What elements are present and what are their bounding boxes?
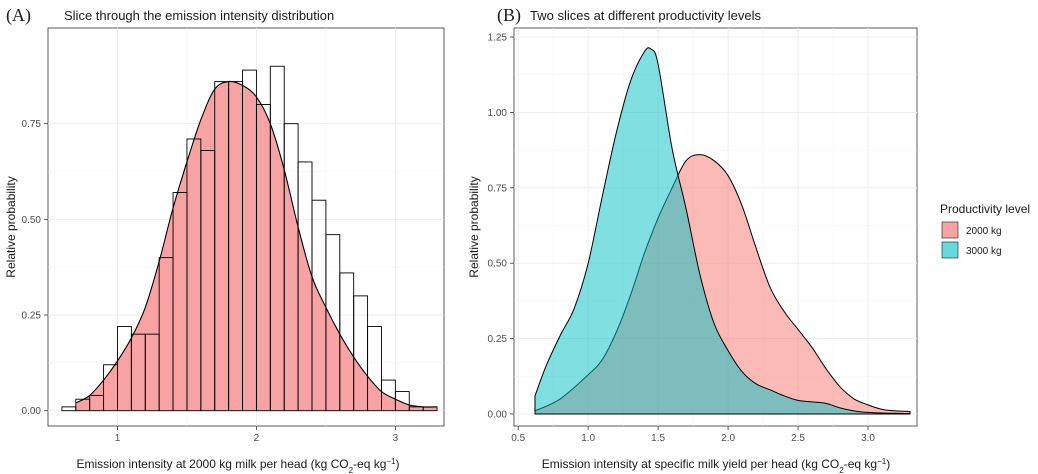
panel-b-x-tick-label: 1.0 bbox=[581, 433, 595, 444]
panel-a-y-tick-label: 0.50 bbox=[22, 215, 42, 226]
panel-a-y-tick-label: 0.25 bbox=[22, 311, 42, 322]
panel-a-x-tick-label: 2 bbox=[254, 433, 260, 444]
panel-b-y-tick-label: 1.00 bbox=[488, 108, 508, 119]
panel-a: (A) Slice through the emission intensity… bbox=[4, 5, 445, 474]
legend-swatch-3000kg bbox=[941, 241, 959, 259]
panel-a-axes: 1 2 3 0.00 0.25 0.50 0.75 bbox=[22, 119, 399, 444]
panel-b-x-tick-label: 0.5 bbox=[511, 433, 525, 444]
density-curve bbox=[75, 80, 438, 408]
legend-title: Productivity level bbox=[940, 202, 1030, 216]
legend-label-3000kg: 3000 kg bbox=[966, 246, 1002, 257]
panel-a-y-tick-label: 0.75 bbox=[22, 119, 42, 130]
panel-b-y-tick-label: 0.25 bbox=[488, 334, 508, 345]
density-area-3000kg bbox=[534, 47, 911, 415]
panel-a-x-tick-label: 3 bbox=[393, 433, 399, 444]
panel-a-y-tick-label: 0.00 bbox=[22, 406, 42, 417]
panel-a-x-axis-title: Emission intensity at 2000 kg milk per h… bbox=[76, 457, 399, 474]
panel-b-letter: (B) bbox=[497, 5, 521, 26]
panel-b-y-tick-label: 0.75 bbox=[488, 183, 508, 194]
histogram-bar bbox=[394, 391, 410, 412]
panel-b-x-tick-label: 2.0 bbox=[721, 433, 735, 444]
panel-b: (B) Two slices at different productivity… bbox=[467, 5, 918, 474]
panel-a-letter: (A) bbox=[6, 5, 31, 26]
panel-a-histogram bbox=[61, 65, 438, 412]
panel-b-x-axis-title: Emission intensity at specific milk yiel… bbox=[542, 457, 890, 474]
panel-b-title: Two slices at different productivity lev… bbox=[530, 8, 761, 23]
legend-swatch-2000kg bbox=[941, 221, 959, 239]
panel-b-axes: 0.5 1.0 1.5 2.0 2.5 3.0 0.00 0.25 0.50 0.75 1.00 1.… bbox=[488, 33, 876, 444]
panel-a-y-axis-title: Relative probability bbox=[4, 176, 18, 277]
panel-b-x-tick-label: 2.5 bbox=[791, 433, 805, 444]
panel-b-y-tick-label: 1.25 bbox=[488, 33, 508, 44]
panel-b-y-tick-label: 0.00 bbox=[488, 409, 508, 420]
panel-b-x-tick-label: 1.5 bbox=[651, 433, 665, 444]
panel-b-y-axis-title: Relative probability bbox=[467, 176, 481, 277]
panel-a-x-tick-label: 1 bbox=[115, 433, 121, 444]
legend: Productivity level 2000 kg 3000 kg bbox=[940, 202, 1030, 259]
panel-a-title: Slice through the emission intensity dis… bbox=[64, 8, 334, 23]
panel-b-density-areas bbox=[534, 47, 911, 415]
histogram-bar bbox=[367, 326, 382, 412]
panel-a-density bbox=[75, 80, 438, 408]
panel-b-x-tick-label: 3.0 bbox=[861, 433, 875, 444]
legend-label-2000kg: 2000 kg bbox=[966, 226, 1002, 237]
panel-b-y-tick-label: 0.50 bbox=[488, 259, 508, 270]
